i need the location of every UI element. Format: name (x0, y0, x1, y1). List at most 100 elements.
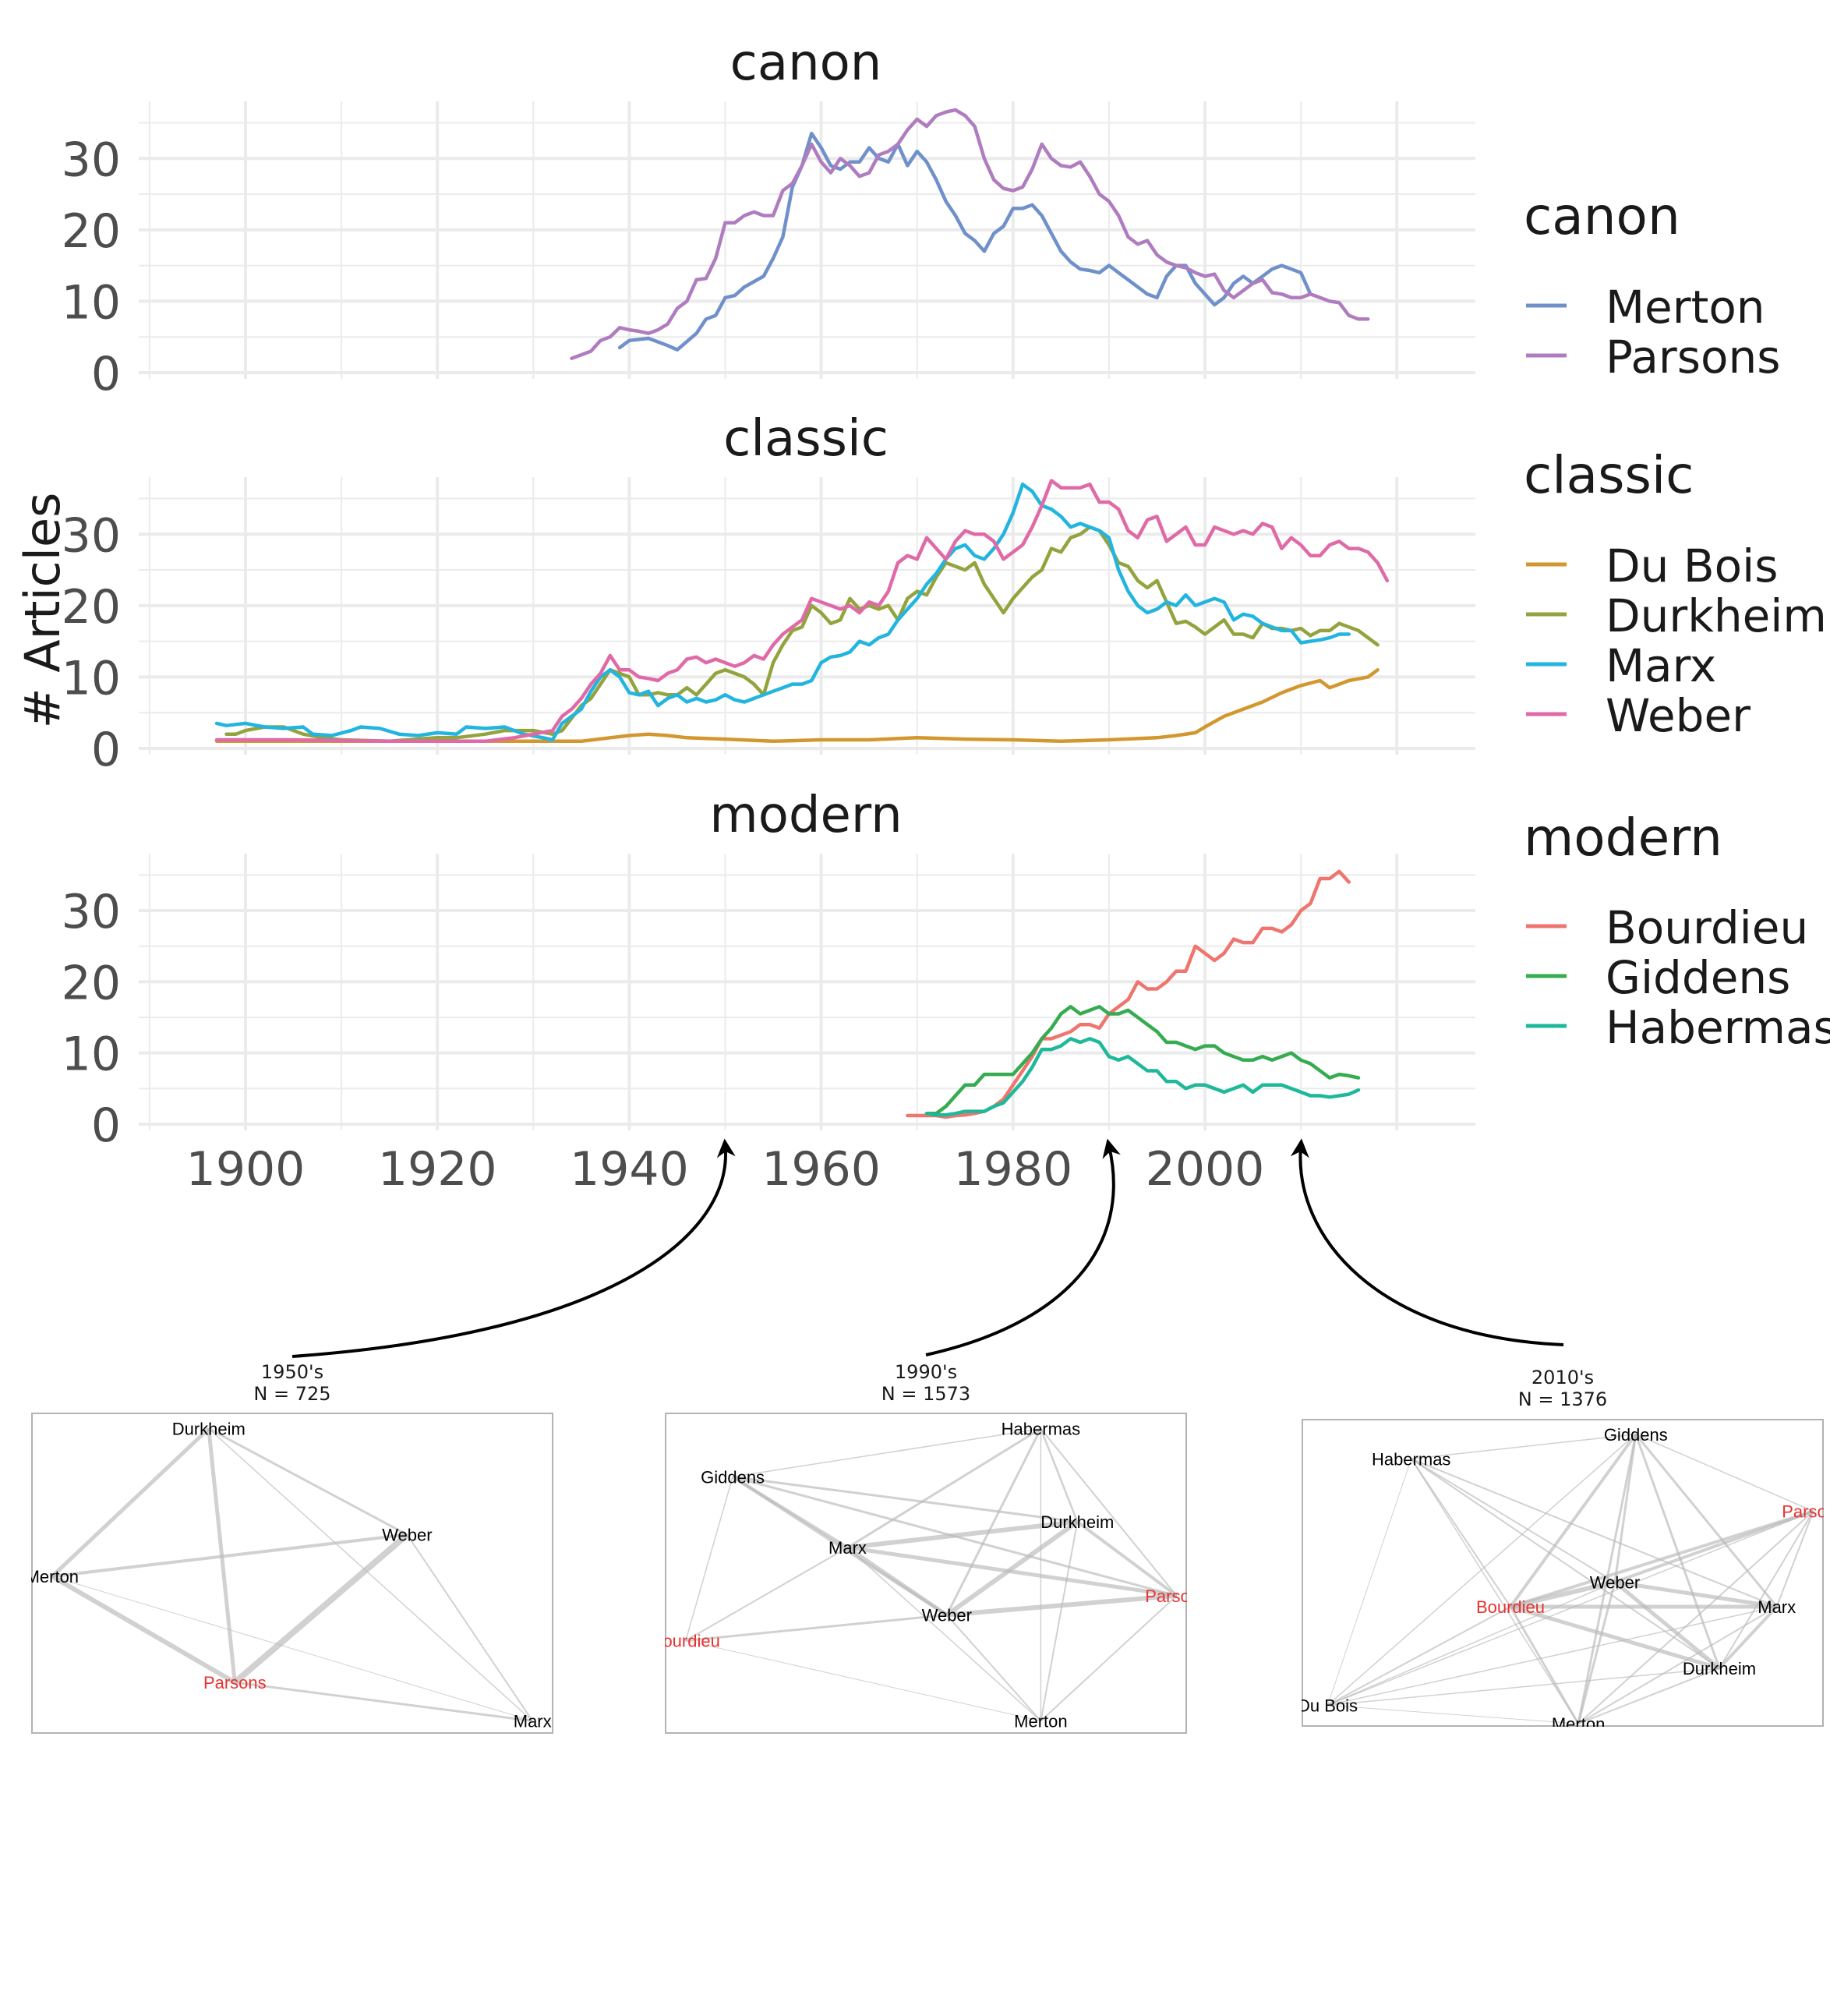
network-plot: Durkheim Weber Merton Parsons Marx (31, 1413, 553, 1734)
panel-modern-title: modern (709, 787, 902, 844)
network-node-merton: Merton (1552, 1714, 1605, 1734)
y-tick-label: 30 (62, 885, 121, 939)
network-edge (1775, 1511, 1814, 1607)
network-edge (685, 1477, 733, 1641)
decade-arrow-1950-s (291, 1138, 736, 1358)
network-node-durkheim: Durkheim (1683, 1659, 1756, 1678)
legend-label-habermas: Habermas (1606, 1001, 1830, 1054)
series-line-du-bois (214, 668, 1380, 744)
legend-label-durkheim: Durkheim (1606, 589, 1827, 642)
decade-arrow-2010-s (1290, 1138, 1564, 1346)
network-edge (1635, 1434, 1814, 1512)
network-edge (235, 1681, 533, 1723)
y-tick-label: 30 (62, 508, 121, 563)
network-node-giddens: Giddens (701, 1467, 765, 1487)
y-tick-label: 10 (62, 1027, 121, 1082)
network-frame (1302, 1419, 1824, 1727)
network-edge (1040, 1521, 1079, 1721)
series-line-weber (214, 479, 1390, 744)
network-edge (1327, 1606, 1511, 1707)
x-tick-label: 1960 (761, 1142, 881, 1197)
network-edge (1718, 1605, 1779, 1670)
panel-modern-grid (139, 854, 1475, 1130)
y-tick-label: 0 (91, 1098, 121, 1153)
network-edge (232, 1532, 410, 1685)
network-edge (1614, 1579, 1778, 1609)
network-node-weber: Weber (382, 1526, 432, 1545)
y-tick-label: 0 (91, 347, 121, 401)
network-node-du-bois: Du Bois (1298, 1696, 1358, 1715)
network-edge (846, 1547, 1041, 1722)
network-edge (847, 1545, 1177, 1598)
network-edge (1411, 1458, 1778, 1607)
y-tick-label: 10 (62, 651, 121, 706)
y-tick-label: 0 (91, 723, 121, 777)
x-tick-label: 1940 (570, 1142, 689, 1197)
y-tick-label: 20 (62, 580, 121, 635)
network-edge (1327, 1704, 1579, 1724)
network-node-habermas: Habermas (1002, 1420, 1080, 1439)
network-edge (945, 1519, 1079, 1618)
y-tick-label: 30 (62, 133, 121, 187)
network-node-marx: Marx (1758, 1597, 1796, 1617)
network-edge (1411, 1458, 1616, 1583)
network-frame (665, 1413, 1187, 1734)
y-axis-title: # Articles (14, 493, 71, 729)
network-2010-s: 2010'sN = 1376 Giddens Habermas Parsons Webe… (1298, 1367, 1830, 1734)
network-node-parsons: Parsons (1145, 1586, 1208, 1606)
network-edge (1411, 1434, 1636, 1460)
network-edge (51, 1574, 236, 1685)
network-n-label: N = 725 (253, 1383, 330, 1405)
network-edge (685, 1640, 1041, 1722)
panel-classic-y-ticks: 0 10 20 30 (62, 508, 121, 777)
network-1950-s: 1950'sN = 725 Durkheim Weber Merton Parsons M… (31, 1361, 553, 1734)
network-title: 1950's (261, 1361, 323, 1383)
network-node-parsons: Parsons (1782, 1502, 1830, 1522)
network-edge (1327, 1459, 1412, 1706)
panel-modern-y-ticks: 0 10 20 30 (62, 885, 121, 1153)
network-node-durkheim: Durkheim (172, 1420, 246, 1439)
network-edge (1509, 1433, 1637, 1608)
network-edge (685, 1614, 947, 1643)
series-line-marx (214, 482, 1351, 742)
network-edge (51, 1576, 533, 1721)
network-edge (1613, 1580, 1721, 1670)
panel-classic: classic 0 10 20 30 (62, 410, 1475, 777)
panel-canon-title: canon (730, 34, 882, 92)
decade-arrows (291, 1138, 1564, 1358)
x-tick-label: 2000 (1146, 1142, 1265, 1197)
network-edge (208, 1428, 533, 1722)
network-node-marx: Marx (828, 1538, 867, 1558)
network-edge (1634, 1434, 1721, 1669)
network-frame (31, 1413, 553, 1734)
network-edge (1577, 1434, 1637, 1724)
panel-canon-grid (139, 101, 1475, 379)
network-edge (846, 1427, 1042, 1549)
network-node-habermas: Habermas (1372, 1449, 1450, 1469)
network-1990-s: 1990'sN = 1573 Habermas Giddens Durkheim Mar… (665, 1361, 1208, 1734)
y-tick-label: 10 (62, 275, 121, 330)
x-tick-label: 1920 (378, 1142, 497, 1197)
network-edge (208, 1427, 408, 1536)
x-tick-label: 1900 (186, 1142, 306, 1197)
legend-label-merton: Merton (1606, 281, 1765, 334)
network-node-bourdieu: Bourdieu (1476, 1597, 1545, 1617)
network-edge (406, 1534, 534, 1722)
network-edge (1577, 1668, 1720, 1724)
network-node-weber: Weber (922, 1606, 972, 1625)
legend-label-weber: Weber (1606, 689, 1751, 742)
network-edge (1719, 1510, 1814, 1669)
network-edge (946, 1614, 1042, 1722)
network-node-marx: Marx (514, 1712, 552, 1731)
network-n-label: N = 1573 (881, 1383, 970, 1405)
series-line-bourdieu (906, 869, 1351, 1119)
network-node-weber: Weber (1590, 1572, 1640, 1592)
panel-canon: canon 0 10 20 30 (62, 34, 1475, 401)
network-edge (685, 1547, 848, 1642)
series-line-habermas (924, 1037, 1361, 1117)
y-tick-label: 20 (62, 956, 121, 1010)
